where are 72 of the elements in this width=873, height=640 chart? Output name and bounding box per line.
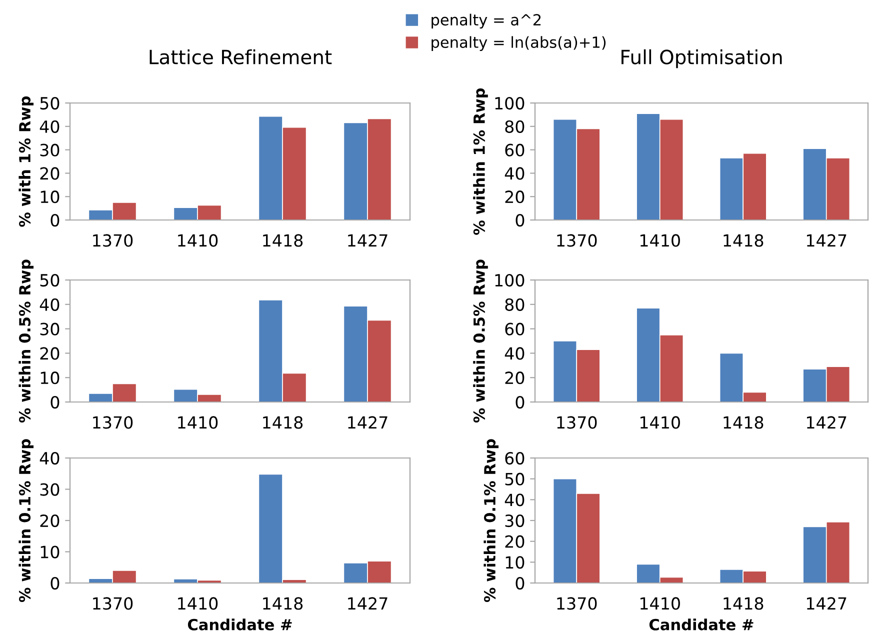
x-tick-label: 1418	[263, 416, 303, 429]
x-tick-label: 1370	[93, 597, 133, 610]
x-tick-label: 1410	[640, 597, 680, 610]
y-tick-label: 40	[504, 167, 524, 180]
x-tick-label: 1427	[806, 597, 846, 610]
x-tick-label: 1410	[178, 597, 218, 610]
x-tick-label: 1418	[263, 597, 303, 610]
y-tick-label: 80	[505, 120, 524, 133]
y-tick-label: 80	[505, 298, 524, 311]
y-tick-label: 20	[505, 535, 524, 548]
y-tick-label: 20	[505, 190, 524, 204]
y-tick-label: 40	[504, 494, 524, 506]
y-tick-label: 60	[505, 452, 524, 465]
y-tick-label: 0	[516, 396, 524, 409]
y-tick-label: 0	[516, 576, 524, 590]
x-tick-label: 1427	[348, 234, 388, 247]
x-tick-label: 1418	[724, 597, 764, 610]
x-axis-title: Candidate #	[188, 618, 292, 630]
chart-title: Full Optimisation	[622, 49, 782, 68]
y-tick-label: 100	[495, 274, 524, 287]
y-tick-label: 60	[505, 144, 524, 156]
x-tick-label: 1427	[348, 416, 388, 429]
y-tick-label: 0	[50, 396, 60, 409]
y-tick-label: 60	[505, 322, 524, 336]
y-tick-label: 0	[516, 214, 524, 227]
x-tick-label: 1370	[93, 234, 133, 247]
x-tick-label: 1427	[806, 234, 846, 247]
x-tick-label: 1410	[178, 234, 218, 247]
y-tick-label: 10	[40, 546, 60, 558]
x-tick-label: 1418	[724, 416, 764, 429]
y-tick-label: 20	[40, 167, 60, 180]
y-tick-label: 20	[40, 347, 60, 360]
x-axis-title: Candidate #	[649, 618, 754, 630]
x-tick-label: 1410	[640, 416, 680, 429]
y-axis-title: % within 0.5% Rwp	[18, 260, 34, 423]
x-tick-label: 1427	[806, 416, 846, 429]
y-tick-label: 40	[40, 120, 60, 133]
chart-title: Lattice Refinement	[150, 49, 332, 64]
y-axis-title: % within 1% Rwp	[473, 88, 488, 235]
y-tick-label: 10	[506, 556, 524, 569]
legend-label: penalty = a^2	[432, 14, 541, 29]
x-tick-label: 1370	[557, 234, 597, 247]
y-tick-label: 0	[50, 214, 60, 227]
y-tick-label: 10	[40, 190, 60, 204]
y-axis-title: % with 1% Rwp	[18, 96, 34, 227]
y-tick-label: 30	[40, 322, 60, 336]
x-tick-label: 1370	[557, 597, 597, 610]
y-tick-label: 20	[505, 372, 524, 384]
y-tick-label: 50	[40, 274, 60, 287]
legend-label: penalty = ln(abs(a)+1)	[432, 36, 606, 51]
y-tick-label: 40	[504, 347, 524, 360]
y-tick-label: 30	[40, 483, 60, 496]
y-tick-label: 50	[505, 472, 524, 486]
y-axis-title: % within 0.1% Rwp	[18, 439, 34, 602]
y-tick-label: 40	[40, 298, 60, 311]
x-tick-label: 1418	[724, 234, 764, 247]
x-tick-label: 1418	[263, 234, 303, 247]
x-tick-label: 1370	[93, 416, 133, 429]
x-tick-label: 1370	[557, 416, 597, 429]
y-axis-title: % within 0.5% Rwp	[473, 260, 488, 423]
y-tick-label: 100	[495, 96, 524, 110]
y-tick-label: 0	[50, 576, 60, 590]
y-tick-label: 20	[40, 514, 60, 528]
x-tick-label: 1410	[178, 416, 218, 429]
x-tick-label: 1427	[348, 597, 388, 610]
y-axis-title: % within 0.1% Rwp	[484, 439, 499, 602]
y-tick-label: 30	[40, 144, 60, 156]
y-tick-label: 10	[40, 372, 60, 384]
y-tick-label: 50	[40, 96, 60, 110]
y-tick-label: 40	[40, 452, 60, 465]
x-tick-label: 1410	[640, 234, 680, 247]
y-tick-label: 30	[505, 514, 524, 528]
